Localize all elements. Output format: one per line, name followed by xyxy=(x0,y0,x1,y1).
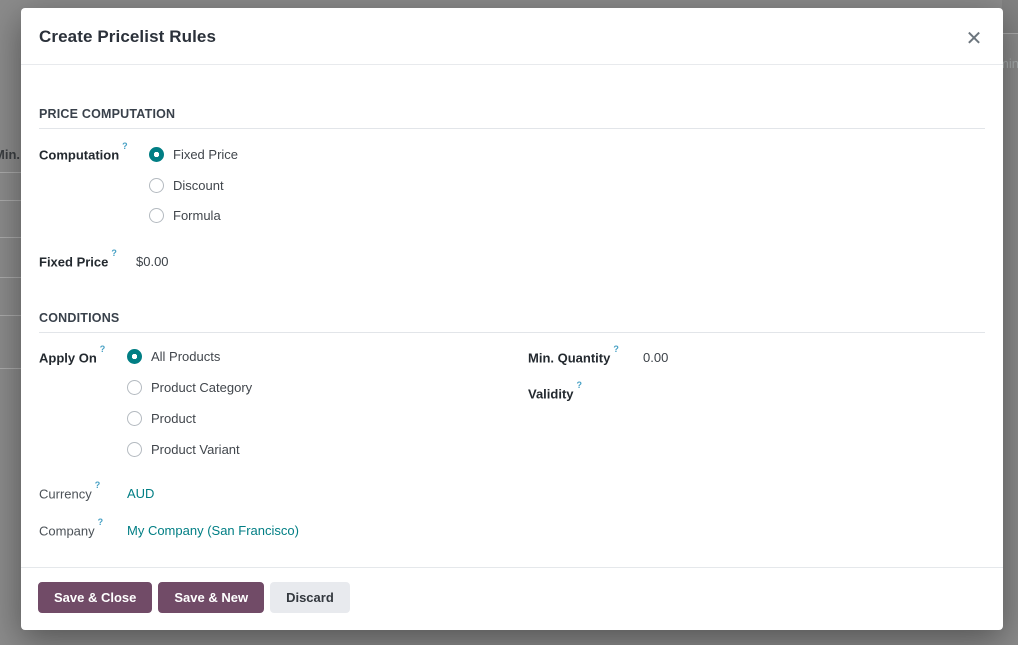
radio-formula[interactable]: Formula xyxy=(149,207,221,223)
help-icon: ? xyxy=(111,248,117,258)
dialog-title: Create Pricelist Rules xyxy=(39,27,217,46)
radio-discount[interactable]: Discount xyxy=(149,177,224,193)
radio-unselected-icon xyxy=(127,441,142,457)
fixed-price-label-text: Fixed Price xyxy=(39,254,109,270)
radio-label: Formula xyxy=(173,207,221,223)
radio-product-category[interactable]: Product Category xyxy=(127,379,252,395)
company-label-text: Company xyxy=(39,523,95,539)
radio-product-variant[interactable]: Product Variant xyxy=(127,441,240,457)
apply-on-label-text: Apply On xyxy=(39,350,97,366)
background-row-divider xyxy=(0,277,22,278)
radio-unselected-icon xyxy=(127,410,142,426)
background-row-divider xyxy=(0,172,22,173)
radio-label: Discount xyxy=(173,177,224,193)
save-and-new-button[interactable]: Save & New xyxy=(158,582,265,613)
computation-label: Computation? xyxy=(39,141,128,163)
radio-unselected-icon xyxy=(127,379,142,395)
company-label: Company? xyxy=(39,517,103,539)
background-row-divider xyxy=(0,315,22,316)
validity-input[interactable] xyxy=(643,386,763,401)
discard-button[interactable]: Discard xyxy=(270,582,350,613)
background-navbar-fragment xyxy=(1002,0,1018,33)
min-quantity-input[interactable]: 0.00 xyxy=(643,350,669,365)
help-icon: ? xyxy=(94,480,101,490)
background-partial-text: min xyxy=(998,56,1018,71)
background-row-divider xyxy=(0,368,22,369)
radio-fixed-price[interactable]: Fixed Price xyxy=(149,146,238,162)
background-row-divider xyxy=(0,237,22,238)
validity-label: Validity? xyxy=(528,380,582,402)
radio-unselected-icon xyxy=(149,177,164,193)
company-link[interactable]: My Company (San Francisco) xyxy=(127,523,299,538)
validity-label-text: Validity xyxy=(528,386,574,402)
save-and-close-button[interactable]: Save & Close xyxy=(38,582,153,613)
radio-label: Product xyxy=(151,410,196,426)
fixed-price-input[interactable]: $0.00 xyxy=(136,254,169,269)
radio-label: All Products xyxy=(151,348,221,364)
radio-all-products[interactable]: All Products xyxy=(127,348,220,364)
radio-label: Product Variant xyxy=(151,441,240,457)
dialog-header: Create Pricelist Rules ✕ xyxy=(21,8,1003,65)
radio-selected-icon xyxy=(149,146,164,162)
currency-label: Currency? xyxy=(39,480,100,502)
help-icon: ? xyxy=(576,380,583,390)
min-quantity-label-text: Min. Quantity xyxy=(528,350,611,366)
create-pricelist-rules-dialog: Create Pricelist Rules ✕ PRICE COMPUTATI… xyxy=(21,8,1003,630)
dialog-footer: Save & Close Save & New Discard xyxy=(21,567,1003,630)
help-icon: ? xyxy=(613,344,619,354)
currency-label-text: Currency xyxy=(39,486,92,502)
fixed-price-label: Fixed Price? xyxy=(39,248,117,270)
min-quantity-label: Min. Quantity? xyxy=(528,344,619,366)
background-column-header: Min. xyxy=(0,147,20,162)
help-icon: ? xyxy=(97,517,104,527)
background-divider xyxy=(1002,33,1018,34)
radio-product[interactable]: Product xyxy=(127,410,196,426)
computation-label-text: Computation xyxy=(39,147,120,163)
section-title-price-computation: PRICE COMPUTATION xyxy=(39,107,985,129)
radio-label: Fixed Price xyxy=(173,146,239,162)
background-row-divider xyxy=(0,200,22,201)
help-icon: ? xyxy=(99,344,106,354)
currency-link[interactable]: AUD xyxy=(127,486,155,501)
apply-on-label: Apply On? xyxy=(39,344,105,366)
radio-label: Product Category xyxy=(151,379,253,395)
section-title-conditions: CONDITIONS xyxy=(39,311,985,333)
radio-unselected-icon xyxy=(149,207,164,223)
close-icon[interactable]: ✕ xyxy=(960,25,988,53)
radio-selected-icon xyxy=(127,348,142,364)
help-icon: ? xyxy=(122,141,128,151)
